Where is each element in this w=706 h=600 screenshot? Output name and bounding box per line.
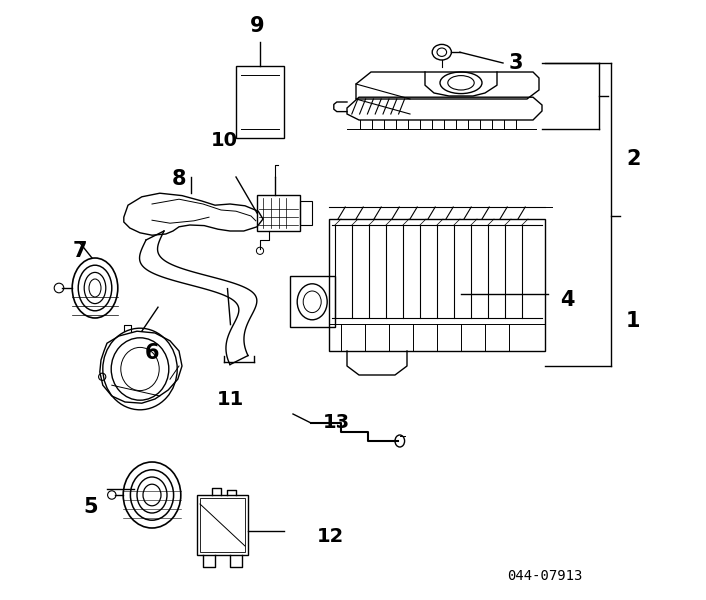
Bar (290, 276, 335, 327)
Text: 2: 2 (626, 149, 640, 169)
Text: 8: 8 (172, 169, 186, 189)
Bar (200, 498, 245, 552)
Text: 4: 4 (560, 290, 575, 310)
Bar (329, 219, 545, 351)
Bar (257, 195, 300, 231)
Text: 13: 13 (323, 413, 350, 433)
Bar (236, 66, 284, 138)
Text: 1: 1 (626, 311, 640, 331)
Text: 7: 7 (73, 241, 88, 261)
Text: 9: 9 (250, 16, 264, 36)
Text: 12: 12 (317, 527, 345, 547)
Text: 11: 11 (216, 390, 244, 409)
Bar (197, 495, 248, 555)
Text: 5: 5 (83, 497, 98, 517)
Text: 6: 6 (145, 343, 160, 363)
Text: 10: 10 (210, 131, 237, 150)
Bar (300, 201, 312, 225)
Text: 3: 3 (509, 53, 524, 73)
Text: 044-07913: 044-07913 (508, 569, 582, 583)
